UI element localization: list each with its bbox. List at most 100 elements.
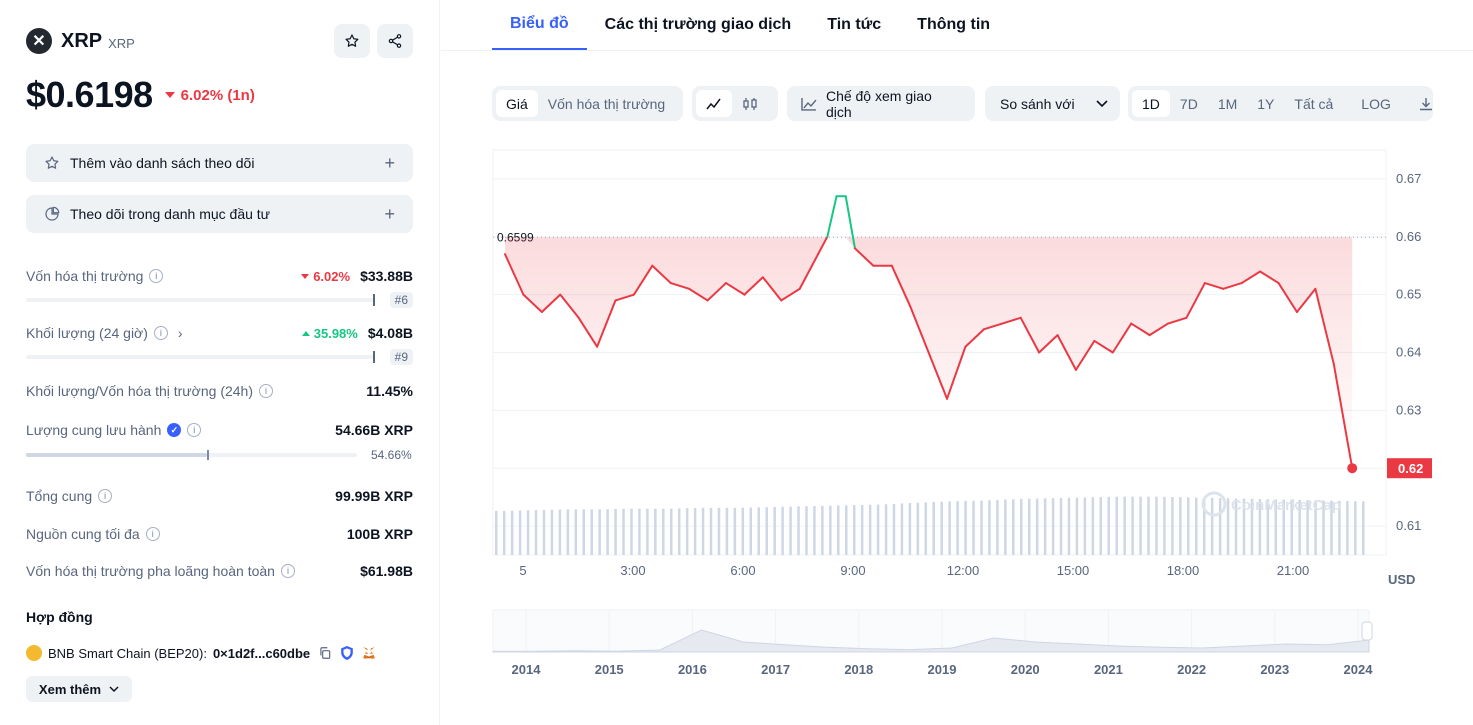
- info-icon[interactable]: i: [145, 527, 160, 541]
- shield-icon[interactable]: [340, 646, 354, 660]
- navigator-year-label: 2016: [678, 662, 707, 677]
- star-button[interactable]: [334, 24, 370, 58]
- range-7d[interactable]: 7D: [1179, 95, 1198, 112]
- navigator-handle: [1361, 621, 1373, 641]
- metamask-fox-icon[interactable]: [362, 646, 376, 660]
- navigator-year-label: 2020: [1011, 662, 1040, 677]
- volume-bar: [598, 509, 601, 555]
- info-icon[interactable]: i: [98, 489, 113, 503]
- last-price-badge: [1387, 458, 1432, 479]
- track-portfolio-button[interactable]: Theo dõi trong danh mục đầu tư +: [26, 195, 413, 233]
- volume-bar: [1075, 497, 1079, 555]
- volume-bar: [1163, 496, 1166, 555]
- range-1d[interactable]: 1D: [1132, 90, 1170, 117]
- stat-circulating: Lượng cung lưu hành ✓ i 54.66B XRP 54.66%: [26, 422, 413, 462]
- price-line-segment: [1001, 316, 1022, 325]
- tab-news[interactable]: Tin tức: [827, 16, 882, 33]
- navigator-history: [492, 629, 1370, 653]
- see-more-button[interactable]: Xem thêm: [26, 676, 132, 702]
- trading-view-icon: [801, 97, 817, 111]
- volume-bar: [1330, 500, 1333, 555]
- range-1m[interactable]: 1M: [1217, 95, 1238, 112]
- volume-bar: [1083, 497, 1087, 555]
- volume-bars: [495, 496, 1365, 555]
- volume-bar: [574, 509, 578, 555]
- add-watchlist-button[interactable]: Thêm vào danh sách theo dõi +: [26, 144, 413, 182]
- stat-label: Khối lượng (24 giờ): [26, 325, 148, 341]
- price-chart[interactable]: 0.67 0.66 0.65 0.64 0.63 0.62 0.61 CoinMarketCa…: [441, 140, 1461, 685]
- chevron-right-icon[interactable]: ›: [177, 325, 183, 341]
- price-line-segment: [1314, 287, 1335, 366]
- log-scale-toggle[interactable]: LOG: [1361, 95, 1391, 112]
- volume-bar: [837, 505, 840, 555]
- chart-type-toggle: [692, 86, 778, 121]
- coin-header: ✕ XRP XRP: [26, 28, 135, 54]
- verified-check-icon: ✓: [167, 423, 182, 437]
- volume-bar: [717, 507, 721, 555]
- info-icon[interactable]: i: [280, 564, 295, 578]
- trading-view-label: Chế độ xem giao dịch: [825, 87, 932, 120]
- navigator-year-label: 2021: [1094, 662, 1123, 677]
- tab-markets[interactable]: Các thị trường giao dịch: [604, 16, 792, 33]
- line-chart-button[interactable]: [696, 90, 732, 117]
- rank-marker: [372, 351, 375, 363]
- volume-bar: [1043, 498, 1047, 555]
- toggle-market-cap[interactable]: Vốn hóa thị trường: [547, 95, 666, 112]
- x-tick-label: 15:00: [1057, 563, 1090, 578]
- price-line-segment: [743, 276, 764, 296]
- volume-bar: [805, 506, 808, 555]
- price-row: $0.6198 6.02% (1n): [26, 74, 255, 116]
- price-line-segment: [946, 345, 967, 400]
- price-line-segment: [761, 276, 783, 302]
- price-line-segment: [522, 293, 543, 313]
- y-tick-label: 0.63: [1396, 402, 1421, 417]
- range-all[interactable]: Tất cả: [1294, 95, 1334, 112]
- volume-bar: [1362, 501, 1365, 555]
- compare-dropdown[interactable]: So sánh với: [985, 86, 1120, 121]
- volume-bar: [677, 508, 681, 555]
- volume-bar: [558, 509, 562, 555]
- volume-bar: [1020, 498, 1023, 555]
- share-icon: [388, 34, 402, 48]
- volume-bar: [685, 508, 689, 555]
- contract-address[interactable]: 0×1d2f...c60dbe: [212, 645, 311, 661]
- info-icon[interactable]: i: [187, 423, 202, 437]
- volume-bar: [646, 508, 649, 555]
- price-line-segment: [1332, 363, 1354, 470]
- stat-change: 6.02%: [301, 269, 350, 284]
- price-line-segment: [1203, 282, 1225, 290]
- info-icon[interactable]: i: [153, 326, 168, 340]
- below-ref-area: [505, 237, 1353, 469]
- tab-chart[interactable]: Biểu đồ: [492, 0, 587, 50]
- coin-symbol: XRP: [108, 35, 135, 51]
- volume-bar: [1171, 496, 1174, 555]
- volume-bar: [1091, 497, 1095, 555]
- x-tick-label: 9:00: [840, 563, 865, 578]
- range-1y[interactable]: 1Y: [1257, 95, 1275, 112]
- volume-bar: [670, 508, 673, 555]
- trading-view-button[interactable]: Chế độ xem giao dịch: [787, 86, 975, 121]
- volume-bar: [1218, 498, 1222, 555]
- xrp-logo-icon: ✕: [26, 28, 52, 54]
- price-line-segment: [1056, 334, 1077, 371]
- stat-label: Khối lượng/Vốn hóa thị trường (24h): [26, 383, 254, 399]
- info-icon[interactable]: i: [149, 269, 164, 283]
- volume-bar: [757, 507, 760, 555]
- price-line-segment: [1259, 270, 1280, 285]
- download-button[interactable]: [1409, 90, 1443, 117]
- info-icon[interactable]: i: [259, 384, 274, 398]
- toggle-price[interactable]: Giá: [496, 90, 538, 117]
- candlestick-button[interactable]: [732, 90, 768, 117]
- rank-bar: [26, 351, 375, 363]
- volume-bar: [1290, 499, 1293, 555]
- share-button[interactable]: [377, 24, 413, 58]
- navigator-year-label: 2023: [1260, 662, 1289, 677]
- x-tick-label: 18:00: [1167, 563, 1200, 578]
- volume-bar: [868, 504, 872, 555]
- price-line-segment: [651, 264, 672, 285]
- volume-bar: [900, 503, 904, 555]
- copy-icon[interactable]: [318, 646, 332, 660]
- volume-bar: [1027, 498, 1031, 555]
- tab-info[interactable]: Thông tin: [917, 16, 991, 33]
- volume-bar: [972, 500, 975, 555]
